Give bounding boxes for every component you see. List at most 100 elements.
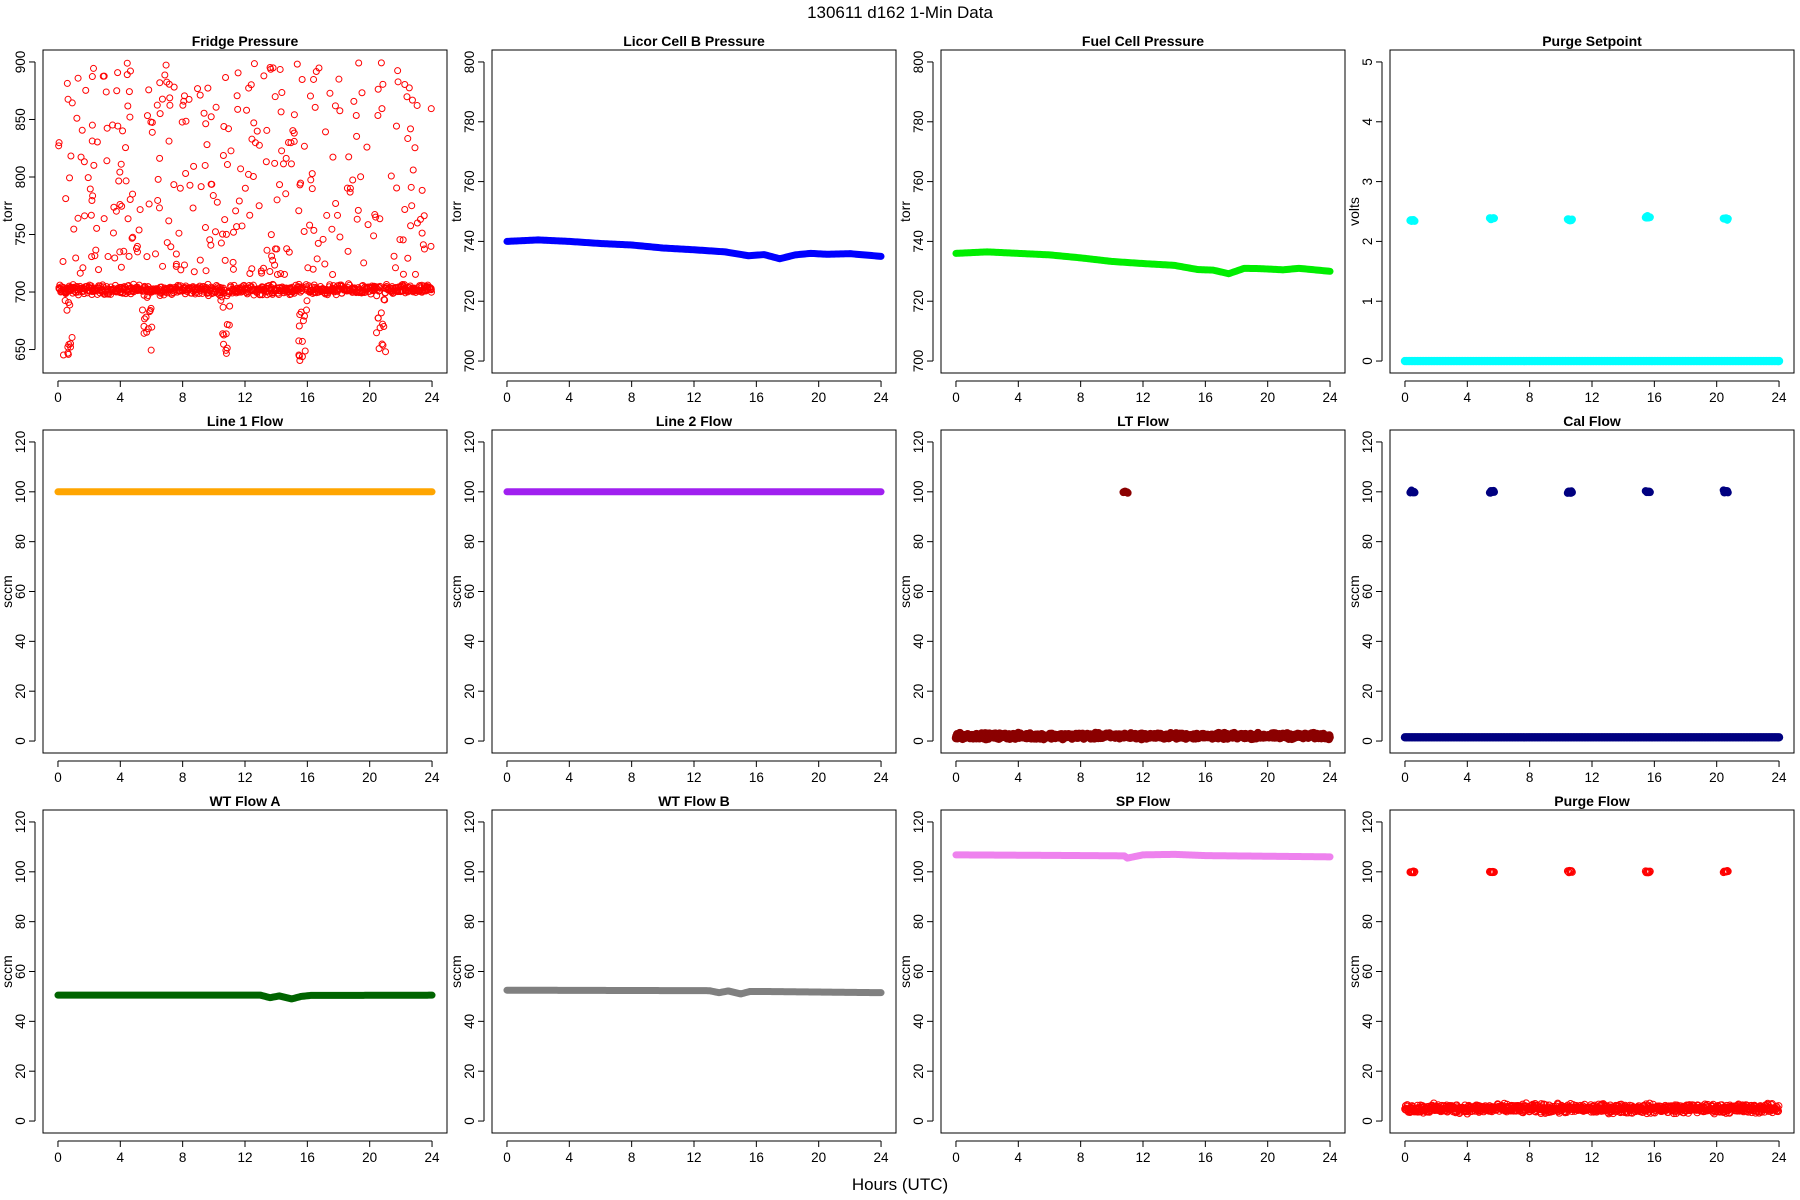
x-tick-label: 12 [1584,390,1599,405]
data-point [374,314,382,322]
panel-8: WT Flow A 0 4 8 12 16 20 24 0 20 40 60 80 100 120 sccm [0,793,448,1165]
data-point [138,306,146,314]
data-point [68,333,76,341]
data-point [148,323,156,331]
y-tick-label: 100 [911,861,926,884]
data-point [80,158,88,166]
data-point [55,139,63,147]
y-tick-label: 0 [1360,737,1375,745]
y-tick-label: 40 [911,1014,926,1029]
y-tick-label: 100 [911,481,926,504]
data-point [297,179,305,187]
y-tick-label: 1 [1360,297,1375,305]
y-tick-label: 0 [13,1117,28,1125]
data-point [196,256,204,264]
data-point [76,269,84,277]
y-tick-label: 740 [911,230,926,253]
data-point [77,153,85,161]
data-point [396,236,404,244]
y-tick-label: 20 [462,684,477,699]
data-point [203,141,211,149]
data-point [357,173,365,181]
y-axis-label: sccm [897,575,913,608]
data-point [124,102,132,110]
data-point [335,75,343,83]
data-point [413,219,421,227]
data-point [373,292,381,300]
data-point [233,92,241,100]
data-point [67,152,75,160]
data-point [267,231,275,239]
data-point [126,196,134,204]
x-tick-label: 24 [1772,1150,1788,1165]
y-tick-label: 100 [1360,481,1375,504]
data-point [172,250,180,258]
data-point [226,302,234,310]
data-point [88,137,96,145]
data-point [404,254,412,262]
y-tick-label: 100 [13,481,28,504]
y-axis-label: sccm [0,955,15,988]
data-point [246,269,254,277]
panel-title: SP Flow [1116,793,1170,809]
y-tick-label: 720 [462,290,477,313]
y-tick-label: 20 [13,684,28,699]
x-tick-label: 24 [1772,770,1788,785]
data-point [190,268,198,276]
data-point [88,253,96,261]
data-point [145,86,153,94]
data-point [295,322,303,330]
y-tick-label: 60 [911,584,926,599]
data-point [113,87,121,95]
data-point [273,196,281,204]
y-tick-label: 60 [911,964,926,979]
data-point [155,204,163,212]
x-tick-label: 0 [952,770,960,785]
x-tick-label: 4 [1015,770,1023,785]
data-point [147,304,155,312]
data-point [74,74,82,82]
data-point [326,89,334,97]
x-tick-label: 0 [1401,1150,1409,1165]
data-point [114,69,122,77]
data-point [201,161,209,169]
data-point [379,320,387,328]
data-point [332,200,340,207]
data-point [88,196,96,204]
data-point [276,181,284,189]
panel-title: Fridge Pressure [192,33,299,49]
x-tick-label: 0 [54,770,62,785]
plot-data [1400,486,1784,742]
data-point [223,292,231,300]
data-point [86,185,94,193]
data-point [165,137,173,145]
data-point [65,298,73,306]
data-point [1490,214,1499,223]
data-point [311,103,319,111]
series-line [952,248,1334,278]
data-point [1568,215,1576,224]
data-point [207,113,215,121]
y-tick-label: 40 [462,1014,477,1029]
y-tick-label: 800 [911,51,926,74]
data-point [212,103,220,111]
data-point [405,84,413,92]
x-tick-label: 0 [54,390,62,405]
data-point [407,183,415,191]
data-point [115,177,123,185]
panel-1: Licor Cell B Pressure 0 4 8 12 16 20 24 700 720 74… [448,33,897,405]
data-point [180,261,188,269]
y-tick-label: 20 [1360,1064,1375,1079]
data-point [336,233,344,241]
x-tick-label: 4 [117,390,125,405]
x-tick-label: 16 [1198,1150,1213,1165]
plot-frame [42,809,448,1134]
data-point [419,241,427,249]
data-point [427,288,435,296]
data-point [295,207,303,215]
data-point [382,348,390,356]
data-point [145,200,153,208]
data-point [407,125,414,133]
data-point [120,247,128,255]
data-point [269,256,277,264]
